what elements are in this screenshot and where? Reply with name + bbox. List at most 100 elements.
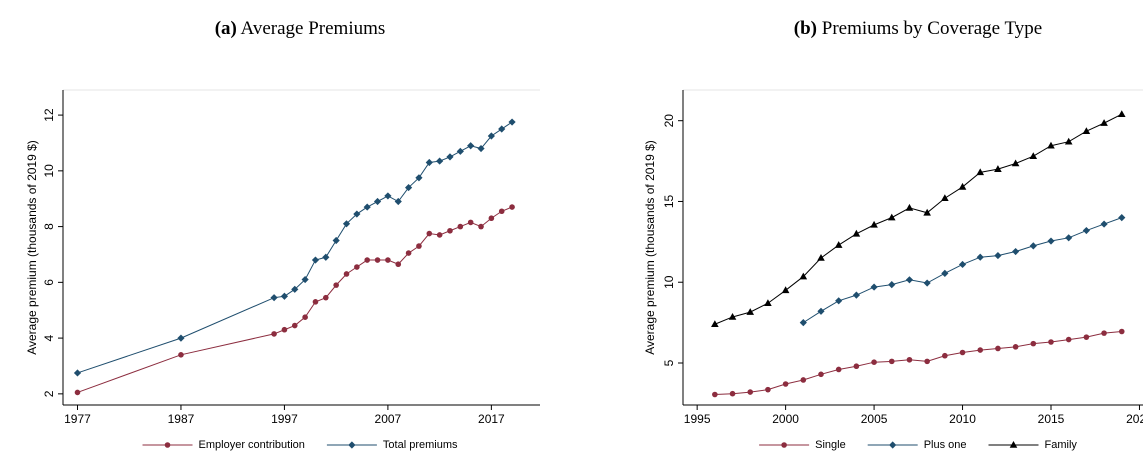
x-tick-label: 2020: [1126, 412, 1143, 426]
series-line: [714, 113, 1122, 325]
series-line: [714, 331, 1122, 395]
data-point: [446, 153, 454, 161]
data-point: [817, 307, 825, 315]
y-tick-label: 5: [662, 359, 676, 366]
data-point: [887, 213, 896, 221]
data-point: [291, 285, 299, 293]
data-point: [508, 118, 516, 126]
data-point: [1065, 234, 1073, 242]
x-tick-label: 2005: [861, 412, 888, 426]
panel-label: (b): [794, 18, 817, 39]
data-point: [177, 334, 185, 342]
data-point: [799, 319, 807, 327]
data-point: [363, 203, 371, 211]
data-point: [923, 279, 931, 287]
data-point: [353, 210, 361, 218]
data-point: [426, 230, 433, 237]
data-point: [322, 253, 330, 261]
data-point: [800, 377, 807, 383]
data-point: [280, 292, 289, 300]
data-point: [958, 260, 967, 269]
data-point: [425, 158, 433, 167]
data-point: [73, 369, 82, 377]
data-point: [384, 192, 392, 200]
data-point: [924, 358, 930, 365]
data-point: [385, 257, 391, 263]
data-point: [923, 208, 931, 216]
data-point: [1117, 110, 1126, 118]
data-point: [509, 204, 515, 210]
data-point: [870, 220, 878, 228]
data-point: [976, 253, 984, 261]
data-point: [342, 220, 351, 228]
data-point: [728, 312, 737, 320]
data-point: [301, 275, 309, 284]
data-point: [404, 183, 413, 192]
panel-label: (a): [215, 18, 237, 39]
data-point: [467, 219, 474, 226]
data-point: [764, 299, 772, 307]
data-point: [1083, 334, 1090, 340]
data-point: [711, 320, 719, 328]
data-point: [498, 208, 505, 215]
series-line: [77, 206, 513, 393]
data-point: [994, 165, 1002, 172]
x-tick-label: 1995: [684, 412, 711, 426]
data-point: [941, 194, 949, 202]
data-point: [905, 276, 914, 284]
data-point: [976, 168, 985, 176]
legend-label: Family: [1045, 439, 1078, 451]
data-point: [1012, 344, 1019, 350]
data-point: [765, 386, 771, 393]
legend-label: Plus one: [924, 439, 967, 451]
data-point: [852, 229, 861, 237]
data-point: [281, 326, 288, 333]
legend-marker: [889, 441, 897, 449]
data-point: [1012, 247, 1020, 256]
y-tick-label: 2: [42, 390, 56, 397]
data-point: [746, 308, 755, 315]
data-point: [1029, 152, 1038, 160]
data-point: [312, 299, 319, 305]
y-tick-label: 6: [42, 279, 56, 286]
data-point: [271, 331, 277, 337]
data-point: [942, 352, 948, 359]
data-point: [958, 182, 967, 190]
x-tick-label: 1987: [168, 412, 195, 426]
series-line: [803, 217, 1122, 324]
data-point: [405, 250, 412, 256]
data-point: [447, 227, 453, 234]
data-point: [994, 251, 1002, 260]
legend-label: Total premiums: [383, 439, 458, 451]
panel-title-text: Premiums by Coverage Type: [817, 18, 1042, 39]
data-point: [373, 197, 382, 206]
data-point: [1064, 137, 1073, 145]
data-point: [1065, 336, 1072, 343]
data-point: [477, 144, 485, 153]
series-line: [77, 121, 513, 374]
data-point: [835, 297, 843, 305]
x-tick-label: 1977: [64, 412, 91, 426]
data-point: [1118, 214, 1126, 222]
data-point: [436, 157, 444, 165]
data-point: [415, 174, 423, 182]
data-point: [1100, 220, 1108, 228]
data-point: [781, 286, 790, 294]
x-tick-label: 1997: [271, 412, 298, 426]
data-point: [835, 366, 842, 373]
data-point: [487, 132, 495, 140]
data-point: [1082, 226, 1090, 235]
data-point: [906, 356, 913, 363]
data-point: [333, 282, 339, 288]
y-tick-label: 12: [42, 108, 56, 122]
data-point: [374, 257, 381, 263]
data-point: [498, 125, 506, 133]
data-point: [323, 294, 329, 301]
panel-title-text: Average Premiums: [237, 18, 385, 39]
data-point: [1047, 141, 1055, 149]
data-point: [456, 147, 464, 155]
data-point: [457, 223, 464, 230]
data-point: [1118, 328, 1125, 335]
legend-marker: [348, 441, 356, 449]
